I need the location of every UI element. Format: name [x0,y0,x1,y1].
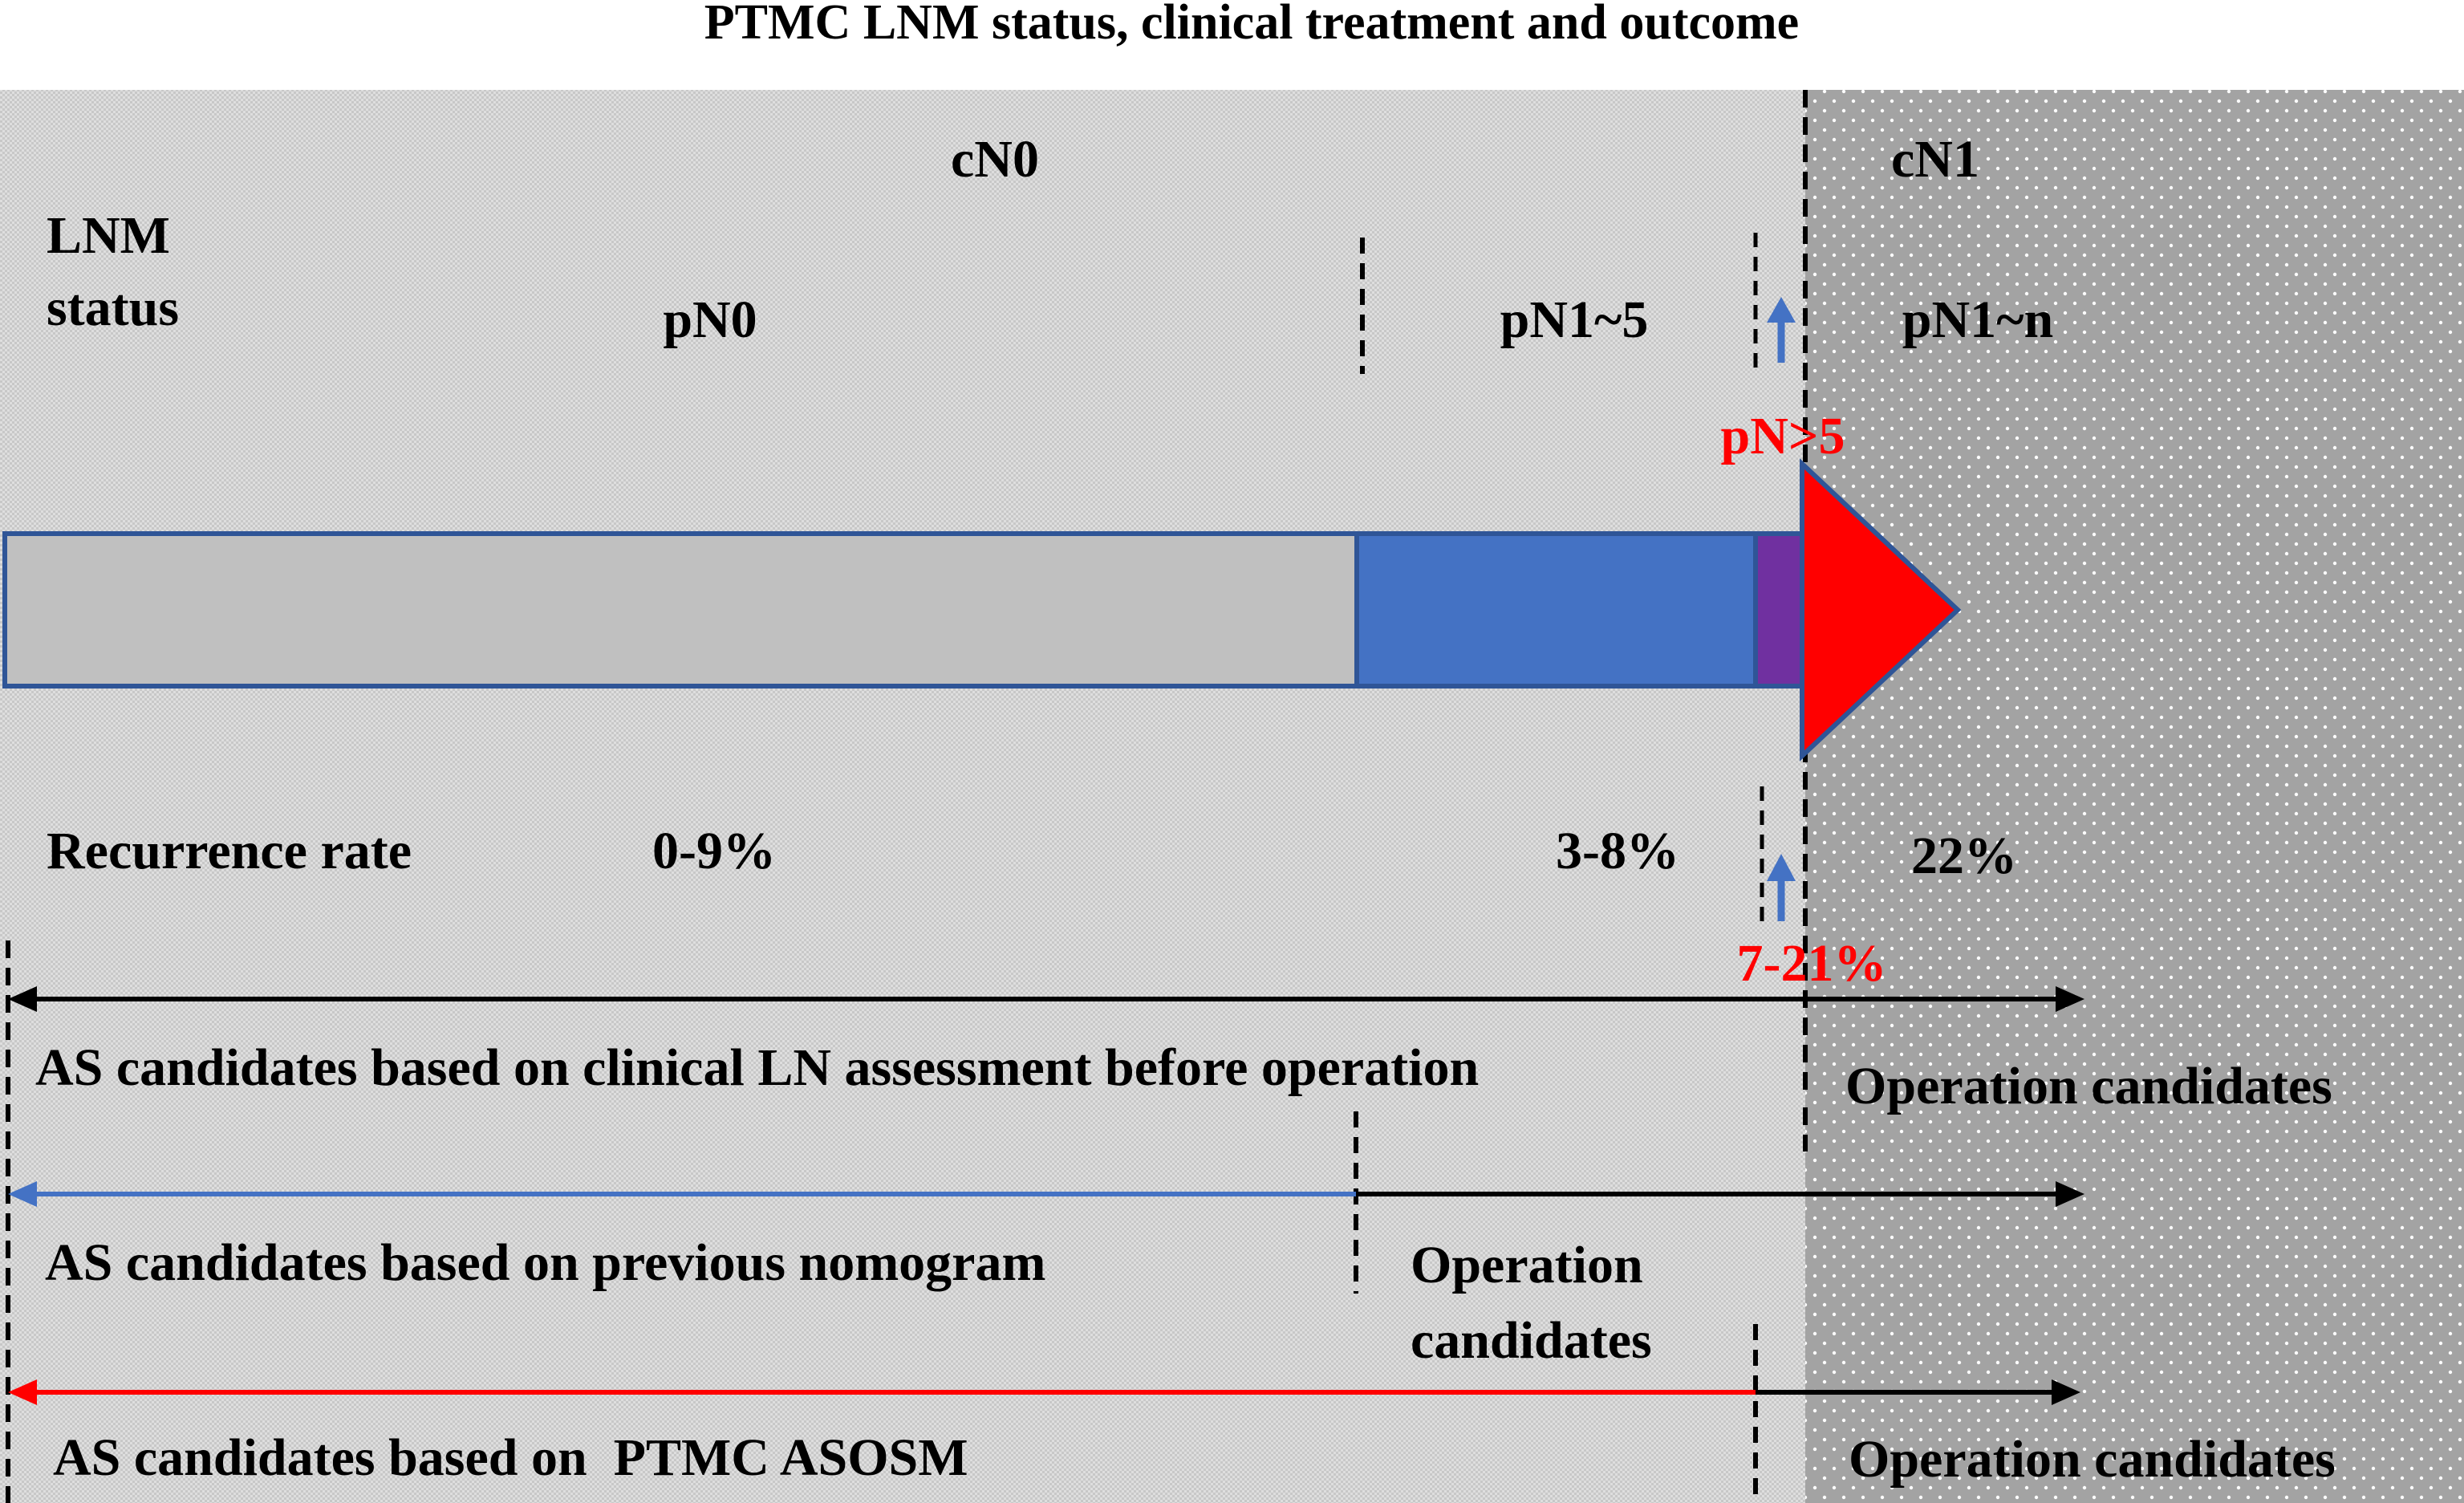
row1-operation-label: Operation candidates [1845,1057,2332,1115]
row1-as-label: AS candidates based on clinical LN asses… [35,1038,1479,1097]
row2-as-label: AS candidates based on previous nomogram [45,1233,1045,1292]
pn-gt5-bar [1753,531,1804,689]
recurrence-rate-label: Recurrence rate [47,822,412,880]
cn1-region-background [1805,90,2464,1503]
diagram-title: PTMC LNM status, clinical treatment and … [704,0,1799,50]
cn1-arrowhead [1800,458,1962,762]
row1-double-arrow [8,986,2084,1012]
cn0-label: cN0 [951,130,1039,189]
pn1-5-bar [1354,531,1758,689]
row2-black-arrow [1356,1181,2084,1207]
cn0-region-background [0,90,1805,1503]
pn1-5-recurrence-rate: 3-8% [1556,822,1679,880]
pn0-label: pN0 [663,290,757,349]
row2-operation-label-line2: candidates [1411,1311,1652,1370]
row3-operation-label: Operation candidates [1849,1430,2336,1489]
pn-gt5-label: pN>5 [1721,407,1845,465]
row3-as-label: AS candidates based on PTMC ASOSM [53,1428,968,1487]
row2-operation-label-line1: Operation [1411,1236,1643,1294]
cn1-recurrence-rate: 22% [1911,827,2017,885]
pn1-n-label: pN1~n [1902,290,2053,349]
lnm-status-label-line2: status [47,278,179,337]
arrow-up-icon [1767,297,1796,363]
cn1-label: cN1 [1891,130,1979,189]
lnm-status-label-line1: LNM [47,206,170,265]
row3-black-arrow [1756,1379,2080,1405]
pn-gt5-recurrence-rate: 7-21% [1737,934,1887,993]
pn0-recurrence-rate: 0-9% [652,822,776,880]
pn0-bar [2,531,1359,689]
row2-blue-arrow [8,1181,1356,1207]
arrow-up-icon [1767,854,1796,921]
pn1-5-label: pN1~5 [1500,290,1649,349]
row3-red-arrow [8,1379,1756,1405]
